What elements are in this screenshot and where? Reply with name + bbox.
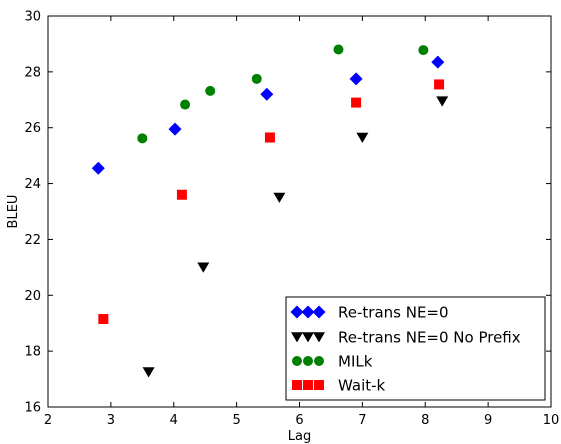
data-point-square-4 (351, 97, 362, 108)
data-point-square-3 (264, 132, 275, 143)
data-point-circle-1 (137, 133, 148, 144)
y-tick-label: 28 (24, 65, 41, 80)
axis-ticks: 2 3 4 5 6 7 8 9 10 16 18 20 22 24 26 28 30 (24, 10, 559, 429)
x-tick-label: 3 (107, 413, 115, 428)
data-point-circle-6 (418, 45, 429, 56)
data-point-circle-5 (333, 44, 344, 55)
series-diamond (91, 55, 445, 175)
legend-label: Re-trans NE=0 (338, 304, 449, 322)
data-point-triangle-down-3 (273, 192, 286, 203)
x-tick-label: 9 (484, 413, 492, 428)
legend-marker-circle (292, 356, 302, 366)
x-tick-label: 6 (295, 413, 303, 428)
y-tick-label: 26 (24, 121, 41, 136)
y-tick-label: 22 (24, 233, 41, 248)
data-point-circle-2 (180, 99, 191, 110)
legend-label: MILk (338, 353, 373, 371)
x-tick-label: 8 (421, 413, 429, 428)
data-point-circle-3 (205, 85, 216, 96)
legend-entry-triangle-down: Re-trans NE=0 No Prefix (291, 329, 521, 347)
data-point-diamond-1 (91, 161, 105, 175)
y-tick-label: 20 (24, 289, 41, 304)
data-point-square-2 (176, 189, 187, 200)
data-point-triangle-down-1 (142, 367, 155, 378)
data-point-diamond-3 (260, 87, 274, 101)
data-point-diamond-5 (431, 55, 445, 69)
legend-entry-circle: MILk (292, 353, 373, 371)
data-point-square-1 (98, 314, 109, 325)
y-tick-label: 30 (24, 10, 41, 25)
legend-marker-diamond (290, 305, 304, 319)
x-tick-label: 4 (170, 413, 178, 428)
data-point-triangle-down-2 (197, 262, 210, 273)
x-tick-label: 5 (232, 413, 240, 428)
legend-marker-square (292, 380, 302, 390)
legend-box (285, 296, 546, 401)
x-tick-label: 10 (543, 413, 560, 428)
legend-marker-diamond (301, 305, 315, 319)
y-tick-label: 24 (24, 177, 41, 192)
data-point-triangle-down-4 (356, 132, 369, 143)
series-triangle-down (142, 96, 449, 378)
legend-entry-diamond: Re-trans NE=0 (290, 304, 449, 322)
data-point-diamond-4 (349, 72, 363, 86)
series-circle (137, 44, 429, 144)
data-point-square-5 (434, 79, 445, 90)
series-square (98, 79, 445, 325)
y-tick-label: 16 (24, 401, 41, 416)
x-axis-label: Lag (288, 429, 311, 444)
legend-marker-triangle-down (302, 332, 314, 343)
legend: Re-trans NE=0 Re-trans NE=0 No Prefix MILk… (285, 296, 546, 401)
data-point-diamond-2 (168, 122, 182, 136)
legend-marker-square (314, 380, 324, 390)
legend-entry-square: Wait-k (292, 377, 386, 395)
x-tick-label: 7 (358, 413, 366, 428)
data-point-triangle-down-5 (436, 96, 449, 107)
legend-marker-triangle-down (313, 332, 325, 343)
x-tick-label: 2 (44, 413, 52, 428)
data-marks (91, 44, 449, 378)
legend-marker-triangle-down (291, 332, 303, 343)
legend-label: Wait-k (338, 377, 386, 395)
y-tick-label: 18 (24, 345, 41, 360)
legend-label: Re-trans NE=0 No Prefix (338, 329, 521, 347)
legend-marker-square (303, 380, 313, 390)
legend-marker-circle (303, 356, 313, 366)
y-axis-label: BLEU (6, 195, 21, 229)
legend-marker-circle (314, 356, 324, 366)
legend-marker-diamond (312, 305, 326, 319)
data-point-circle-4 (251, 73, 262, 84)
